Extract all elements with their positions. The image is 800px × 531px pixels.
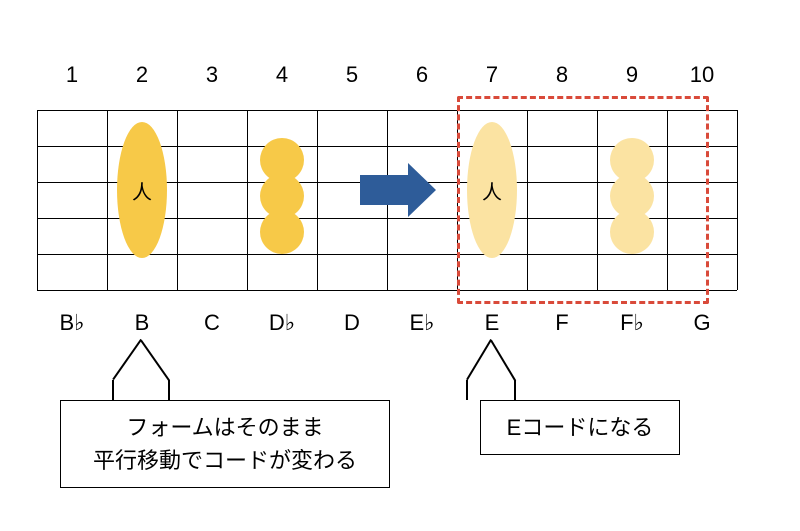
- note-label: C: [204, 310, 220, 336]
- fret-number-row: 1 2 3 4 5 6 7 8 9 10: [0, 62, 800, 92]
- finger-dot: [260, 210, 304, 254]
- note-label: G: [693, 310, 710, 336]
- callout-connector: [113, 339, 142, 380]
- callout-connector: [515, 380, 517, 400]
- fret-number: 1: [66, 62, 78, 88]
- fret-number: 9: [626, 62, 638, 88]
- callout-text: Eコードになる: [495, 411, 665, 444]
- fret-number: 7: [486, 62, 498, 88]
- fret-number: 5: [346, 62, 358, 88]
- barre-finger: 人: [117, 122, 167, 258]
- note-label: E♭: [409, 310, 434, 336]
- callout-connector: [113, 380, 115, 400]
- note-label: E: [485, 310, 500, 336]
- fret-line: [737, 110, 738, 290]
- fret-line: [247, 110, 248, 290]
- finger-dot: [610, 210, 654, 254]
- callout-connector: [141, 340, 170, 381]
- callout-box: Eコードになる: [480, 400, 680, 455]
- callout-box: フォームはそのまま平行移動でコードが変わる: [60, 400, 390, 488]
- fret-number: 10: [690, 62, 714, 88]
- callout-text: フォームはそのまま: [75, 411, 375, 444]
- fret-number: 2: [136, 62, 148, 88]
- fret-number: 6: [416, 62, 428, 88]
- note-label: D♭: [269, 310, 295, 336]
- arrow-icon: [360, 163, 436, 217]
- fret-number: 4: [276, 62, 288, 88]
- callout-connector: [169, 380, 171, 400]
- callout-connector: [467, 380, 469, 400]
- callout-connector: [467, 339, 492, 380]
- callout-text: 平行移動でコードが変わる: [75, 444, 375, 477]
- note-label: F: [555, 310, 568, 336]
- fret-number: 8: [556, 62, 568, 88]
- note-label: D: [344, 310, 360, 336]
- fret-line: [107, 110, 108, 290]
- note-label: F♭: [620, 310, 644, 336]
- note-label: B♭: [59, 310, 84, 336]
- fret-line: [177, 110, 178, 290]
- fret-line: [317, 110, 318, 290]
- fret-number: 3: [206, 62, 218, 88]
- note-label-row: B♭ B C D♭ D E♭ E F F♭ G: [0, 310, 800, 340]
- callout-connector: [491, 340, 516, 381]
- fret-line: [37, 110, 38, 290]
- barre-finger: 人: [467, 122, 517, 258]
- note-label: B: [135, 310, 150, 336]
